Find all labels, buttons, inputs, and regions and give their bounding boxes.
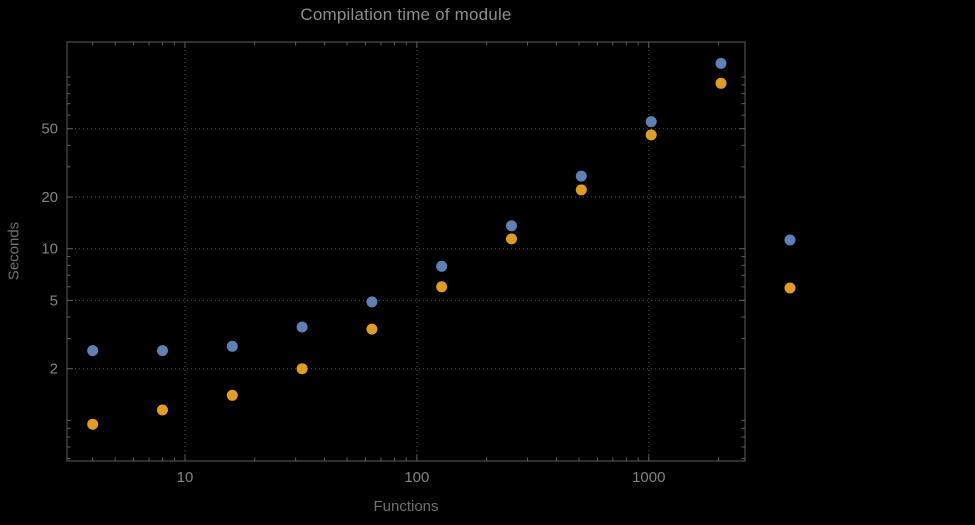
chart-title: Compilation time of module — [300, 5, 512, 24]
data-point-series-blue — [366, 296, 378, 308]
data-point-series-orange — [506, 233, 517, 245]
data-point-series-orange — [366, 323, 378, 335]
y-tick-label: 20 — [41, 189, 58, 206]
plot-frame — [66, 41, 746, 462]
data-point-series-orange — [157, 404, 168, 416]
x-axis-label: Functions — [373, 498, 439, 515]
data-point-series-orange — [226, 389, 238, 401]
data-point-series-orange — [87, 418, 99, 430]
data-point-series-blue — [87, 345, 99, 357]
data-point-series-blue — [715, 57, 727, 69]
data-point-series-orange — [436, 281, 448, 293]
y-tick-label: 50 — [41, 121, 58, 138]
data-point-series-blue — [436, 260, 448, 272]
y-tick-label: 2 — [50, 361, 58, 378]
data-point-series-blue — [506, 220, 517, 232]
data-point-series-blue — [645, 116, 657, 128]
data-point-series-blue — [575, 170, 587, 182]
data-point-series-orange — [715, 77, 727, 89]
data-point-series-orange — [645, 129, 657, 141]
data-point-series-blue — [226, 340, 238, 352]
data-point-series-orange — [575, 184, 587, 196]
x-tick-label: 1000 — [632, 469, 665, 486]
x-tick-label: 10 — [177, 469, 194, 486]
y-tick-label: 5 — [50, 292, 58, 309]
x-tick-label: 100 — [404, 469, 429, 486]
data-point-series-blue — [296, 321, 308, 333]
data-point-series-blue — [157, 345, 168, 357]
data-point-series-orange — [296, 363, 308, 375]
legend-marker-series-blue — [784, 234, 796, 246]
y-tick-label: 10 — [41, 241, 58, 258]
legend-marker-series-orange — [784, 282, 796, 294]
